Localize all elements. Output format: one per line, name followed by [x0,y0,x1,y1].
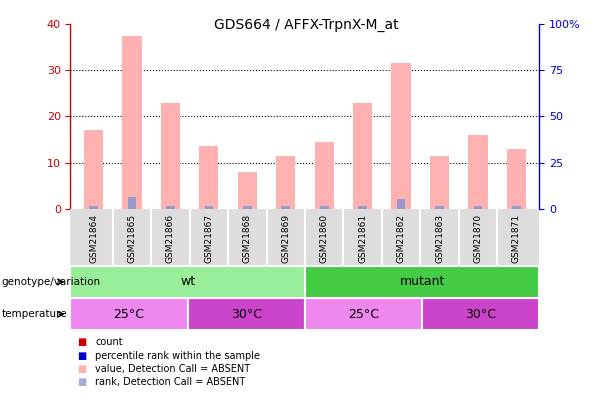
Text: GSM21868: GSM21868 [243,214,252,263]
Bar [305,266,539,298]
Text: mutant: mutant [400,275,445,288]
Bar [188,298,305,330]
Text: 30°C: 30°C [465,308,497,321]
Text: ■: ■ [77,337,86,347]
Bar [123,36,142,209]
Bar [430,156,449,209]
Text: temperature: temperature [1,309,67,319]
Bar [397,199,405,209]
Text: GSM21870: GSM21870 [473,214,482,263]
Text: value, Detection Call = ABSENT: value, Detection Call = ABSENT [95,364,250,374]
Bar [166,206,175,209]
Bar [243,206,251,209]
Text: GSM21867: GSM21867 [204,214,213,263]
Text: wt: wt [180,275,196,288]
Bar [305,298,422,330]
Bar [70,266,305,298]
Bar [314,142,334,209]
Text: GSM21862: GSM21862 [397,214,406,263]
Text: genotype/variation: genotype/variation [1,277,101,287]
Text: ■: ■ [77,351,86,360]
Text: GSM21864: GSM21864 [89,214,98,263]
Bar [507,149,526,209]
Bar [422,298,539,330]
Bar [320,206,329,209]
Bar [276,156,295,209]
Bar [84,130,103,209]
Text: GSM21860: GSM21860 [320,214,329,263]
Text: GSM21871: GSM21871 [512,214,521,263]
Bar [161,102,180,209]
Bar [512,206,520,209]
Text: GDS664 / AFFX-TrpnX-M_at: GDS664 / AFFX-TrpnX-M_at [214,18,399,32]
Bar [435,206,444,209]
Text: GSM21863: GSM21863 [435,214,444,263]
Text: count: count [95,337,123,347]
Text: percentile rank within the sample: percentile rank within the sample [95,351,260,360]
Bar [474,206,482,209]
Text: GSM21865: GSM21865 [128,214,137,263]
Text: ■: ■ [77,377,86,387]
Text: 30°C: 30°C [231,308,262,321]
Text: ■: ■ [77,364,86,374]
Text: 25°C: 25°C [113,308,145,321]
Text: GSM21866: GSM21866 [166,214,175,263]
Bar [353,102,372,209]
Bar [205,206,213,209]
Bar [392,64,411,209]
Text: 25°C: 25°C [348,308,379,321]
Text: GSM21869: GSM21869 [281,214,290,263]
Bar [281,206,290,209]
Bar [128,197,136,209]
Bar [89,206,98,209]
Bar [468,135,487,209]
Text: rank, Detection Call = ABSENT: rank, Detection Call = ABSENT [95,377,245,387]
Bar [238,172,257,209]
Bar [359,206,367,209]
Bar [199,146,218,209]
Text: GSM21861: GSM21861 [358,214,367,263]
Bar [70,298,188,330]
